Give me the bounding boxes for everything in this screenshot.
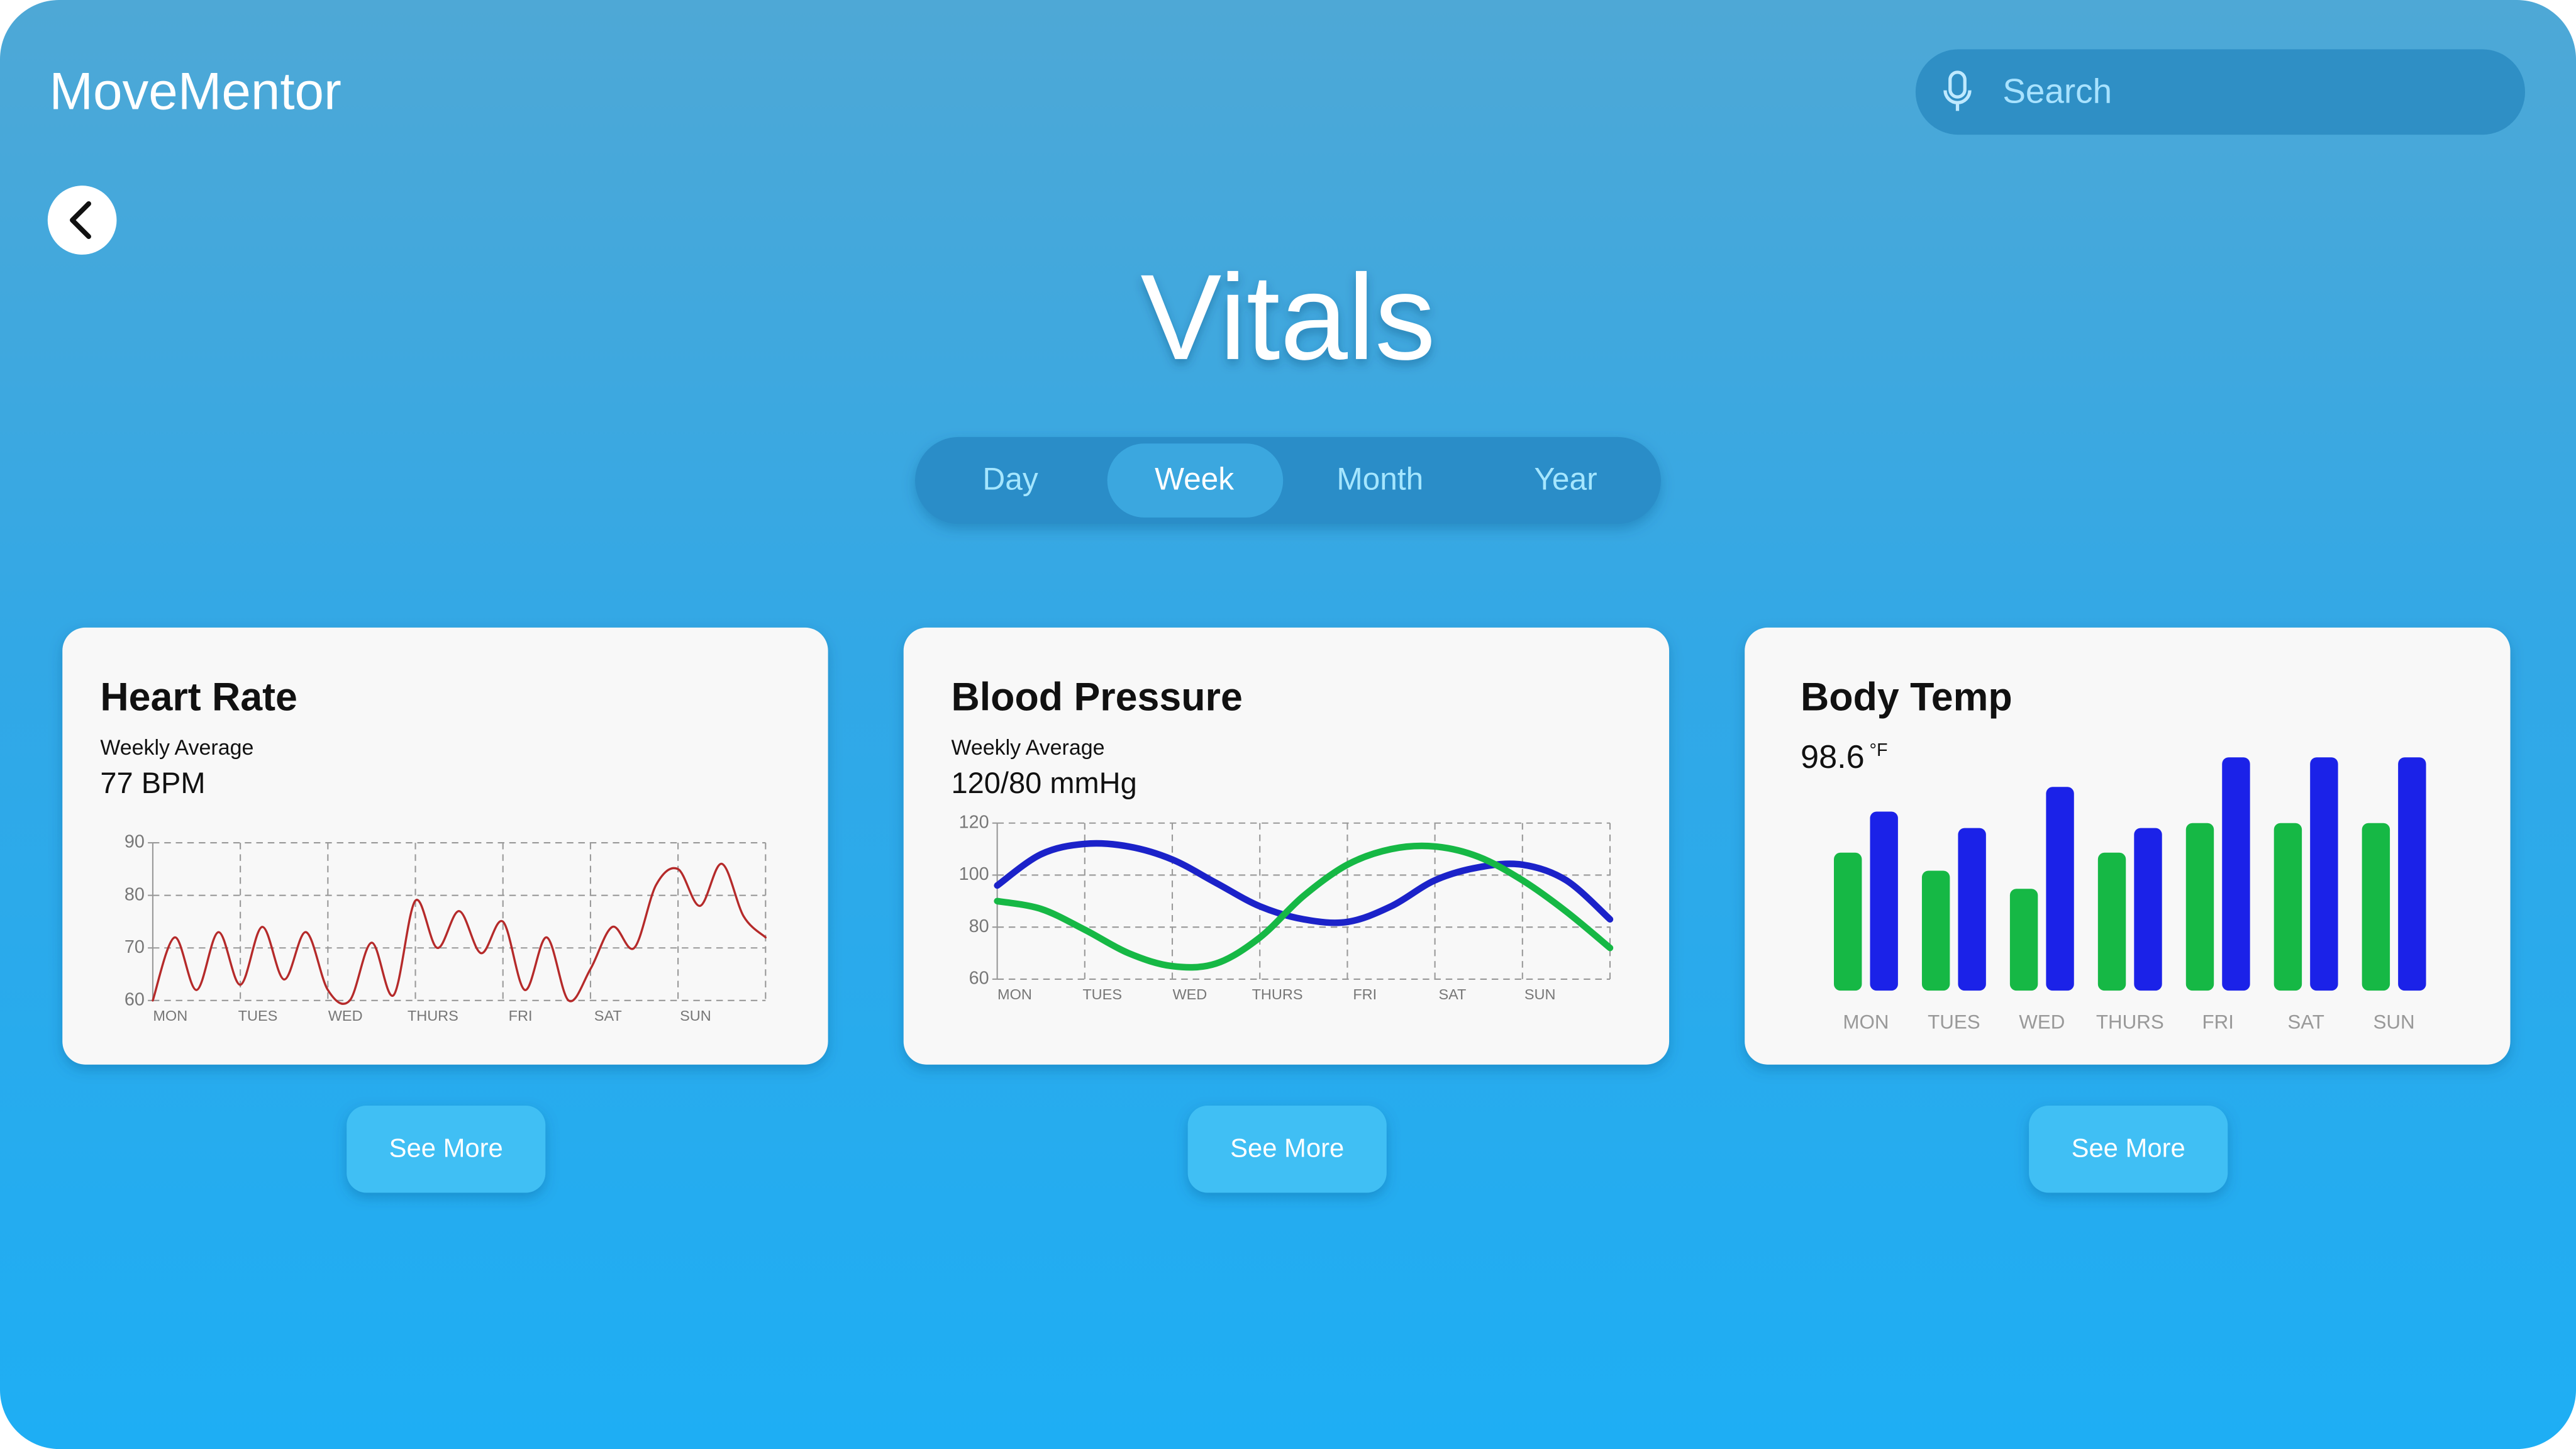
app-name: MoveMentor: [49, 62, 341, 121]
tab-label[interactable]: Week: [1155, 461, 1234, 496]
tab-label[interactable]: Day: [982, 461, 1038, 496]
x-tick-label: FRI: [509, 1008, 533, 1024]
button-background[interactable]: [1187, 1106, 1387, 1193]
button-background[interactable]: [347, 1106, 546, 1193]
bar: [2046, 787, 2074, 991]
card-subtitle: Weekly Average: [100, 736, 253, 760]
chart: 60 70 80 90 MON TUES WED THURS FRI SAT SUN: [125, 832, 767, 1024]
x-tick-label: MON: [997, 986, 1032, 1002]
button-label[interactable]: See More: [1230, 1133, 1344, 1163]
x-tick-label: SAT: [2287, 1011, 2324, 1033]
card-value: 120/80 mmHg: [951, 766, 1136, 799]
x-tick-label: SUN: [680, 1008, 711, 1024]
button-background[interactable]: [2029, 1106, 2228, 1193]
x-tick-label: SUN: [2373, 1011, 2415, 1033]
bar: [2134, 828, 2162, 991]
search-field[interactable]: [1915, 49, 2526, 135]
tab-selected-pill[interactable]: [1107, 443, 1284, 518]
bar: [2097, 852, 2126, 991]
y-tick-label: 60: [125, 989, 145, 1009]
mic-icon-stand: [1943, 90, 1972, 111]
x-tick-label: TUES: [238, 1008, 278, 1024]
back-chevron: [70, 201, 91, 240]
see-more-button[interactable]: See More: [1187, 1106, 1387, 1193]
bar: [2009, 889, 2038, 991]
x-tick-label: WED: [2019, 1011, 2065, 1033]
card-title: Blood Pressure: [951, 675, 1242, 719]
see-more-button[interactable]: See More: [347, 1106, 546, 1193]
tabs: Day Week Month Year: [982, 443, 1597, 518]
x-tick-label: THURS: [408, 1008, 458, 1024]
bar: [1834, 852, 1862, 991]
chart: MON TUES WED THURS FRI SAT SUN: [1834, 757, 2426, 1033]
card-title: Body Temp: [1801, 675, 2012, 719]
bar: [1870, 811, 1898, 991]
x-tick-label: THURS: [1252, 986, 1303, 1002]
bar: [2362, 823, 2390, 991]
bar: [2185, 823, 2214, 991]
series-line: [994, 842, 1614, 971]
y-tick-label: 90: [125, 832, 145, 852]
x-tick-label: FRI: [2202, 1011, 2233, 1033]
button-label[interactable]: See More: [2072, 1133, 2185, 1163]
tab-bar: [915, 436, 1661, 525]
back-button[interactable]: [47, 186, 117, 255]
card-background: [62, 627, 828, 1065]
tab-label[interactable]: Month: [1336, 461, 1423, 496]
bar: [2273, 823, 2302, 991]
card-subtitle: Weekly Average: [951, 736, 1104, 760]
tab-label[interactable]: Year: [1534, 461, 1597, 496]
x-tick-label: SAT: [1438, 986, 1466, 1002]
bar: [2398, 757, 2426, 991]
vital-card: Body Temp 98.6 °F MON TUES WED THURS FRI SAT SUN: [1745, 627, 2511, 1065]
cards: Heart Rate Weekly Average 77 BPM 60 70 80 90 MO…: [62, 627, 2511, 1193]
bar: [1958, 828, 1986, 991]
y-tick-label: 70: [125, 937, 145, 957]
card-background: [903, 627, 1670, 1065]
card-value: 77 BPM: [100, 766, 205, 799]
card-value: 98.6 °F: [1801, 739, 1888, 775]
x-tick-label: SAT: [594, 1008, 622, 1024]
search-bar[interactable]: Search: [1915, 49, 2526, 135]
y-tick-label: 80: [969, 916, 989, 936]
x-tick-label: SUN: [1524, 986, 1556, 1002]
x-tick-label: TUES: [1082, 986, 1122, 1002]
x-tick-label: FRI: [1353, 986, 1377, 1002]
x-tick-label: MON: [1843, 1011, 1889, 1033]
y-tick-label: 100: [959, 864, 989, 884]
vital-card: Blood Pressure Weekly Average 120/80 mmHg 6…: [903, 627, 1670, 1065]
value-number: 98.6: [1801, 739, 1865, 775]
mic-icon: [1948, 70, 1967, 99]
bar: [2310, 757, 2338, 991]
x-tick-label: WED: [328, 1008, 363, 1024]
series-line: [994, 840, 1614, 926]
bar: [2222, 757, 2250, 991]
see-more-button[interactable]: See More: [2029, 1106, 2228, 1193]
back-circle[interactable]: [47, 186, 117, 255]
card-title: Heart Rate: [100, 675, 297, 719]
x-tick-label: THURS: [2096, 1011, 2164, 1033]
series-line: [152, 862, 767, 1005]
vital-card: Heart Rate Weekly Average 77 BPM 60 70 80 90 MO…: [62, 627, 828, 1065]
y-tick-label: 60: [969, 968, 989, 988]
chart: 60 80 100 120 MON TUES WED THURS FRI SAT SUN: [959, 812, 1614, 1002]
x-tick-label: TUES: [1928, 1011, 1980, 1033]
y-tick-label: 80: [125, 884, 145, 904]
x-tick-label: MON: [153, 1008, 187, 1024]
button-label[interactable]: See More: [389, 1133, 503, 1163]
x-tick-label: WED: [1172, 986, 1207, 1002]
search-placeholder[interactable]: Search: [2002, 71, 2112, 110]
page-title: Vitals: [1140, 249, 1435, 385]
bar: [1921, 870, 1950, 991]
value-unit: °F: [1870, 740, 1888, 760]
y-tick-label: 120: [959, 812, 989, 832]
